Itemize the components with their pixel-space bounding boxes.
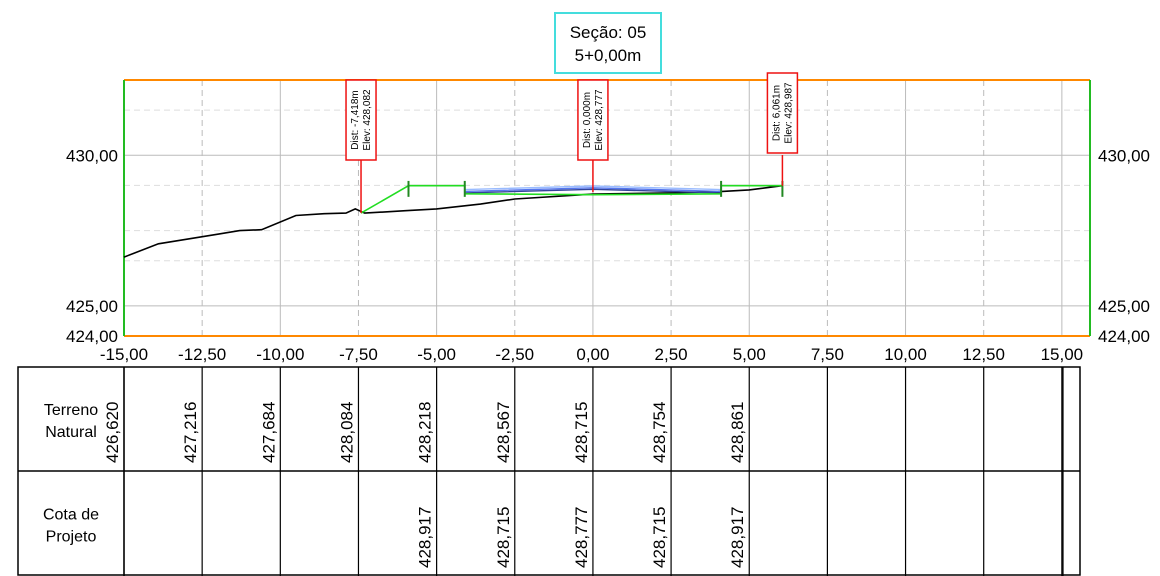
y-tick-label-left: 430,00 (66, 146, 118, 165)
marker-layer: Dist: -7,418m Elev: 428,082 Dist: 0,000m El… (345, 72, 799, 214)
x-tick-label: -15,00 (100, 345, 148, 364)
x-tick-label: 7,50 (811, 345, 844, 364)
table-value-cell: 426,620 (103, 402, 122, 463)
axis-labels: -15,00 -12,50 -10,00 -7,50 -5,00 -2,50 0,00 2,5… (66, 146, 1150, 364)
marker-dist-label: Dist: 6,061m (771, 85, 782, 141)
table-value-cell: 427,684 (259, 402, 278, 463)
marker-elev-label: Elev: 428,777 (594, 89, 605, 151)
x-tick-label: 12,50 (962, 345, 1005, 364)
section-title-line1: Seção: 05 (570, 23, 647, 42)
x-tick-label: -10,00 (256, 345, 304, 364)
table-value-cell: 428,917 (728, 507, 747, 568)
x-tick-label: 15,00 (1041, 345, 1084, 364)
table-row-label: Terreno (44, 402, 98, 419)
section-title-box (554, 12, 662, 74)
table-row-label: Cota de (43, 507, 99, 524)
table-row-label: Projeto (46, 529, 97, 546)
x-tick-label: -7,50 (339, 345, 378, 364)
section-title-line2: 5+0,00m (575, 46, 642, 65)
x-tick-label: 10,00 (884, 345, 927, 364)
table-value-cell: 428,715 (650, 507, 669, 568)
table-value-cell: 428,715 (494, 507, 513, 568)
table-value-cell: 428,917 (416, 507, 435, 568)
data-table: Terreno Natural 426,620 427,216 427,684 428,0… (17, 366, 1081, 576)
x-tick-label: 0,00 (576, 345, 609, 364)
x-tick-label: -5,00 (417, 345, 456, 364)
terrain-line (123, 184, 783, 258)
marker-elev-label: Elev: 428,987 (783, 82, 794, 144)
table-value-cell: 428,754 (650, 402, 669, 463)
table-row-label: Natural (45, 424, 97, 441)
y-tick-label-right: 430,00 (1098, 146, 1150, 165)
y-tick-label-right: 425,00 (1098, 297, 1150, 316)
table-value-cell: 428,777 (572, 507, 591, 568)
table-value-cell: 428,715 (572, 402, 591, 463)
marker-label-box (766, 72, 799, 154)
table-value-cell: 427,216 (181, 402, 200, 463)
marker-elev-label: Elev: 428,082 (362, 89, 373, 151)
x-tick-label: -12,50 (178, 345, 226, 364)
marker-label-box (345, 79, 377, 161)
marker-label-box (577, 79, 609, 161)
y-tick-label-left: 424,00 (66, 327, 118, 346)
x-tick-label: 5,00 (733, 345, 766, 364)
y-tick-label-left: 425,00 (66, 297, 118, 316)
x-tick-label: -2,50 (495, 345, 534, 364)
table-value-cell: 428,084 (337, 402, 356, 463)
section-title: Seção: 05 5+0,00m (554, 12, 662, 74)
marker-dist-label: Dist: -7,418m (350, 90, 361, 149)
marker-dist-label: Dist: 0,000m (582, 92, 593, 148)
y-tick-label-right: 424,00 (1098, 327, 1150, 346)
table-value-cell: 428,218 (416, 402, 435, 463)
table-value-cell: 428,567 (494, 402, 513, 463)
x-tick-label: 2,50 (655, 345, 688, 364)
table-value-cell: 428,861 (728, 402, 747, 463)
series-layer (123, 180, 784, 258)
